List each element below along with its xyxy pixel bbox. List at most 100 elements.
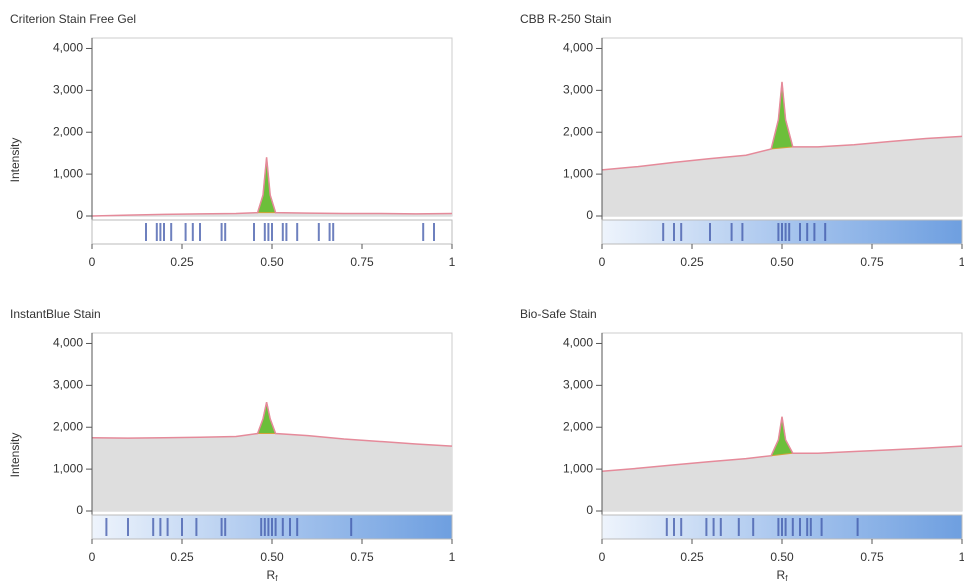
gel-band bbox=[156, 223, 158, 241]
x-axis-label-main: R bbox=[777, 568, 786, 582]
gel-band bbox=[127, 518, 129, 536]
gel-band bbox=[275, 518, 277, 536]
y-tick-label: 1,000 bbox=[563, 166, 593, 180]
y-tick-label: 0 bbox=[76, 208, 83, 222]
gel-band bbox=[741, 223, 743, 241]
gel-band bbox=[705, 518, 707, 536]
gel-band bbox=[785, 518, 787, 536]
gel-band bbox=[267, 223, 269, 241]
x-tick-label: 0.50 bbox=[260, 255, 284, 269]
y-tick-label: 3,000 bbox=[563, 378, 593, 392]
gel-band bbox=[282, 518, 284, 536]
gel-band bbox=[720, 518, 722, 536]
plot-area bbox=[92, 38, 452, 216]
gel-band bbox=[296, 223, 298, 241]
x-axis-label: Rf bbox=[267, 568, 279, 583]
x-tick-label: 0.25 bbox=[680, 550, 704, 564]
gel-band bbox=[662, 223, 664, 241]
gel-band bbox=[777, 518, 779, 536]
gel-band bbox=[813, 223, 815, 241]
gel-band bbox=[350, 518, 352, 536]
panel-title: InstantBlue Stain bbox=[10, 307, 101, 321]
gel-band bbox=[167, 518, 169, 536]
gel-band bbox=[806, 223, 808, 241]
gel-band bbox=[264, 223, 266, 241]
gel-band bbox=[159, 223, 161, 241]
x-axis-label-sub: f bbox=[275, 574, 278, 583]
gel-band bbox=[163, 223, 165, 241]
gel-band bbox=[224, 223, 226, 241]
y-tick-label: 0 bbox=[586, 503, 593, 517]
gel-band bbox=[799, 223, 801, 241]
gel-band bbox=[806, 518, 808, 536]
gel-band bbox=[145, 223, 147, 241]
figure: Criterion Stain Free Gel 0 1,000 2,000 3,000… bbox=[0, 0, 964, 588]
gel-band bbox=[282, 223, 284, 241]
gel-band bbox=[267, 518, 269, 536]
gel-band bbox=[318, 223, 320, 241]
gel-band bbox=[738, 518, 740, 536]
y-tick-label: 0 bbox=[76, 503, 83, 517]
panel-title: Criterion Stain Free Gel bbox=[10, 12, 136, 26]
gel-band bbox=[709, 223, 711, 241]
y-tick-label: 4,000 bbox=[53, 41, 83, 55]
gel-band bbox=[221, 518, 223, 536]
gel-band bbox=[666, 518, 668, 536]
y-tick-label: 2,000 bbox=[53, 124, 83, 138]
gel-band bbox=[285, 223, 287, 241]
gel-band bbox=[185, 223, 187, 241]
x-tick-label: 0.75 bbox=[350, 255, 374, 269]
x-tick-label: 0.50 bbox=[260, 550, 284, 564]
gel-band bbox=[792, 518, 794, 536]
gel-band bbox=[680, 223, 682, 241]
gel-band bbox=[221, 223, 223, 241]
gel-band bbox=[253, 223, 255, 241]
y-tick-label: 4,000 bbox=[53, 336, 83, 350]
y-axis-label: Intensity bbox=[8, 433, 22, 478]
gel-band bbox=[332, 223, 334, 241]
y-tick-label: 2,000 bbox=[563, 124, 593, 138]
gel-band bbox=[296, 518, 298, 536]
y-tick-label: 1,000 bbox=[53, 461, 83, 475]
y-tick-label: 4,000 bbox=[563, 41, 593, 55]
x-tick-label: 1 bbox=[449, 255, 456, 269]
gel-band bbox=[433, 223, 435, 241]
x-tick-label: 0.25 bbox=[170, 550, 194, 564]
gel-band bbox=[105, 518, 107, 536]
y-axis-label: Intensity bbox=[8, 138, 22, 183]
gel-band bbox=[673, 518, 675, 536]
x-tick-label: 0.25 bbox=[170, 255, 194, 269]
gel-band bbox=[159, 518, 161, 536]
y-tick-label: 3,000 bbox=[53, 83, 83, 97]
gel-band bbox=[713, 518, 715, 536]
y-tick-label: 2,000 bbox=[53, 419, 83, 433]
panel-title: CBB R-250 Stain bbox=[520, 12, 611, 26]
y-tick-label: 2,000 bbox=[563, 419, 593, 433]
gel-band bbox=[264, 518, 266, 536]
gel-band bbox=[195, 518, 197, 536]
x-axis-label: Rf bbox=[777, 568, 789, 583]
gel-band bbox=[673, 223, 675, 241]
gel-band bbox=[857, 518, 859, 536]
panel-title: Bio-Safe Stain bbox=[520, 307, 597, 321]
gel-band bbox=[329, 223, 331, 241]
gel-band bbox=[799, 518, 801, 536]
gel-band bbox=[181, 518, 183, 536]
x-tick-label: 0.25 bbox=[680, 255, 704, 269]
x-tick-label: 0.50 bbox=[770, 550, 794, 564]
x-tick-label: 0 bbox=[89, 255, 96, 269]
y-tick-label: 1,000 bbox=[563, 461, 593, 475]
y-tick-label: 1,000 bbox=[53, 166, 83, 180]
x-tick-label: 0.75 bbox=[350, 550, 374, 564]
gel-band bbox=[788, 223, 790, 241]
gel-band bbox=[777, 223, 779, 241]
gel-band bbox=[422, 223, 424, 241]
gel-band bbox=[271, 518, 273, 536]
gel-band bbox=[781, 223, 783, 241]
gel-band bbox=[224, 518, 226, 536]
gel-band bbox=[170, 223, 172, 241]
x-tick-label: 0 bbox=[599, 255, 606, 269]
gel-band bbox=[289, 518, 291, 536]
x-tick-label: 1 bbox=[449, 550, 456, 564]
x-tick-label: 1 bbox=[959, 550, 964, 564]
